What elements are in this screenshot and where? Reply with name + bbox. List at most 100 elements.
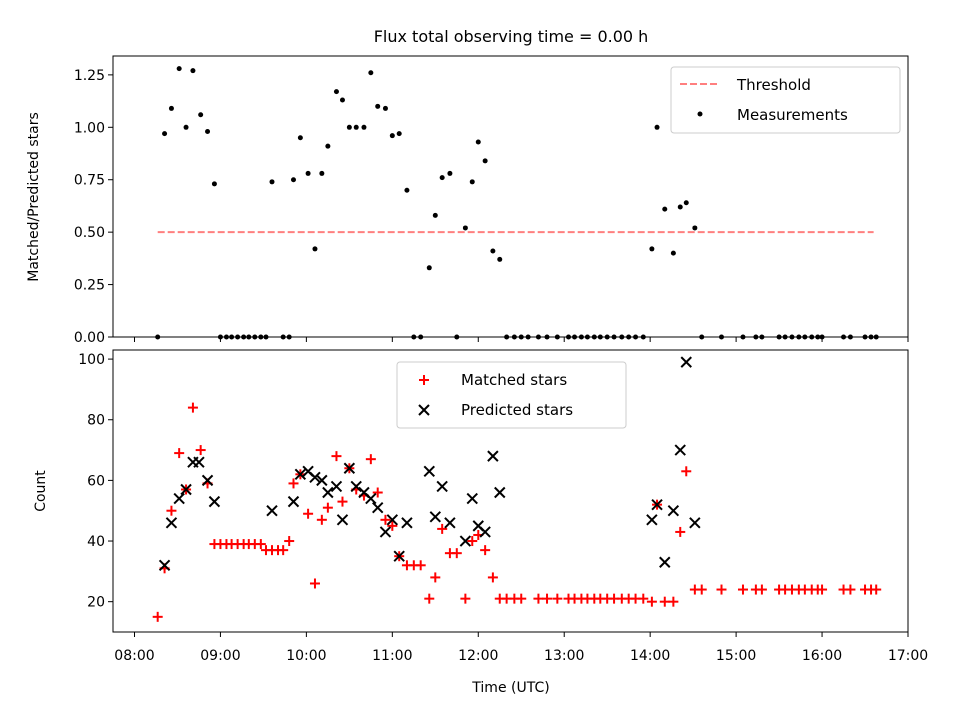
measurement-point xyxy=(677,204,683,210)
count-x-tick-label: 08:00 xyxy=(114,648,154,664)
measurements-legend-dot xyxy=(697,111,703,117)
predicted-star-point xyxy=(158,559,171,571)
predicted-star-point xyxy=(459,535,472,547)
matched-star-point xyxy=(716,584,727,595)
measurement-point xyxy=(462,225,468,231)
predicted-star-point xyxy=(287,495,300,508)
predicted-star-point-b xyxy=(322,486,334,499)
matched-star-point xyxy=(437,523,448,534)
predicted-star-point-b xyxy=(689,517,701,529)
predicted-star-point-b xyxy=(423,465,435,477)
predicted-star-point-b xyxy=(158,559,171,571)
ratio-y-tick-label: 0.75 xyxy=(74,173,105,189)
predicted-star-point-b xyxy=(659,556,671,568)
measurement-point xyxy=(361,124,367,130)
predicted-star-point xyxy=(336,514,349,526)
predicted-star-point-b xyxy=(667,505,680,517)
predicted-star-point-b xyxy=(208,495,221,508)
predicted-star-point xyxy=(386,514,399,526)
measurement-point xyxy=(439,175,445,181)
predicted-star-point-b xyxy=(350,480,362,493)
predicted-star-point-b xyxy=(201,474,214,487)
count-x-axis-label: Time (UTC) xyxy=(471,680,549,696)
predicted-star-point xyxy=(316,474,328,487)
matched-star-point xyxy=(284,536,295,547)
matched-star-point xyxy=(387,520,398,531)
measurement-point xyxy=(290,177,296,183)
predicted-star-point xyxy=(173,492,185,505)
predicted-star-point xyxy=(401,517,413,529)
predicted-star-point xyxy=(667,505,680,517)
matched-star-point xyxy=(303,508,314,519)
measurement-point xyxy=(211,181,217,187)
measurement-point xyxy=(183,124,189,130)
ratio-axes-frame xyxy=(112,55,909,338)
measurement-point xyxy=(176,66,182,72)
measurement-point xyxy=(162,131,168,137)
ratio-y-tick-label: 0.00 xyxy=(74,330,105,346)
matched-star-point xyxy=(365,454,376,465)
count-x-tick-label: 16:00 xyxy=(802,648,842,664)
count-legend: Matched stars Predicted stars xyxy=(396,361,627,429)
matched-star-point xyxy=(467,536,478,547)
predicted-star-point-b xyxy=(336,514,349,526)
predicted-star-point xyxy=(309,471,321,484)
ratio-legend-box xyxy=(670,66,901,134)
matched-star-point xyxy=(675,526,686,537)
measurement-point xyxy=(305,170,311,176)
matched-legend-marker xyxy=(419,375,429,385)
matched-star-point xyxy=(195,445,206,456)
predicted-star-point xyxy=(651,498,663,511)
predicted-star-point-b xyxy=(393,550,405,562)
matched-star-point xyxy=(288,478,299,489)
predicted-star-point-b xyxy=(680,356,692,368)
count-legend-box xyxy=(396,361,627,429)
predicted-star-point-b xyxy=(343,462,356,474)
matched-star-point xyxy=(756,584,767,595)
predicted-star-point-b xyxy=(651,498,663,511)
predicted-star-point xyxy=(208,495,221,508)
count-x-tick-label: 14:00 xyxy=(630,648,670,664)
predicted-star-point-b xyxy=(165,517,178,529)
measurement-point xyxy=(382,105,388,111)
matched-legend-glyph xyxy=(419,375,429,385)
matched-star-point xyxy=(681,466,692,477)
measurement-point xyxy=(368,70,374,76)
predicted-star-point xyxy=(674,444,686,456)
count-marks xyxy=(152,356,882,622)
predicted-star-point xyxy=(322,486,334,499)
measurement-point xyxy=(190,68,196,74)
count-y-tick-label: 60 xyxy=(87,473,105,489)
count-x-tick-label: 17:00 xyxy=(888,648,928,664)
ratio-y-ticks: 0.00 0.25 0.50 0.75 1.00 1.25 xyxy=(74,68,113,346)
predicted-star-point xyxy=(680,356,692,368)
measurement-point xyxy=(662,206,668,212)
count-x-tick-label: 13:00 xyxy=(544,648,584,664)
measurement-point xyxy=(683,200,689,206)
matched-star-point xyxy=(451,548,462,559)
count-x-ticks: 08:00 09:00 10:00 11:00 12:00 13:00 14:00 15:00… xyxy=(114,632,928,664)
predicted-star-point-b xyxy=(459,535,472,547)
predicted-star-point xyxy=(379,526,392,538)
count-y-tick-label: 80 xyxy=(87,413,105,429)
predicted-star-point xyxy=(165,517,178,529)
predicted-star-point xyxy=(479,526,491,538)
measurement-point xyxy=(333,89,339,95)
predicted-star-point-b xyxy=(401,517,413,529)
measurement-point xyxy=(654,124,660,130)
count-x-tick-label: 10:00 xyxy=(286,648,326,664)
predicted-star-point-b xyxy=(358,486,370,499)
measurement-point xyxy=(692,225,698,231)
matched-star-point xyxy=(255,539,266,550)
measurement-point xyxy=(389,133,395,139)
matched-star-point xyxy=(152,611,163,622)
predicted-star-point-b xyxy=(444,517,456,529)
count-x-tick-label: 15:00 xyxy=(716,648,756,664)
ratio-y-tick-label: 1.25 xyxy=(74,68,105,84)
predicted-legend-label: Predicted stars xyxy=(461,401,573,419)
predicted-legend-glyph-b xyxy=(418,404,430,416)
matched-star-point xyxy=(316,514,327,525)
chart-title: Flux total observing time = 0.00 h xyxy=(374,27,649,46)
measurement-point xyxy=(269,179,275,185)
